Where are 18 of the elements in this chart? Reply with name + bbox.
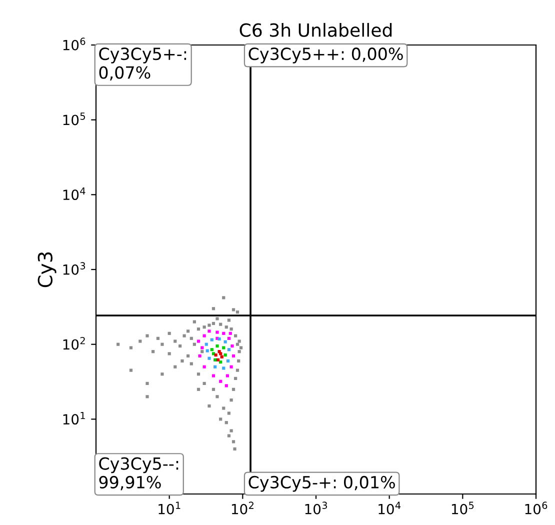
x-tick-label: 10$^{1}$ bbox=[158, 502, 180, 514]
annotation: Cy3Cy5+-: 0,07% bbox=[99, 48, 186, 81]
x-tick-label: 10$^{4}$ bbox=[378, 502, 401, 514]
annotation: Cy3Cy5-+: 0,01% bbox=[248, 476, 395, 492]
annotation: Cy3Cy5++: 0,00% bbox=[248, 48, 403, 64]
y-tick-label: 10$^{1}$ bbox=[63, 412, 85, 425]
chart-title: C6 3h Unlabelled bbox=[240, 22, 392, 37]
y-tick-label: 10$^{5}$ bbox=[63, 112, 85, 126]
y-tick-label: 10$^{4}$ bbox=[63, 187, 86, 200]
x-tick-label: 10$^{2}$ bbox=[232, 502, 254, 514]
y-tick-label: 10$^{3}$ bbox=[63, 262, 86, 275]
y-tick-label: 10$^{2}$ bbox=[63, 336, 85, 350]
x-tick-label: 10$^{6}$ bbox=[525, 502, 548, 514]
annotation: Cy3Cy5--: 99,91% bbox=[99, 457, 178, 490]
x-tick-label: 10$^{3}$ bbox=[305, 502, 327, 514]
y-axis-title: Cy3 bbox=[38, 252, 56, 288]
x-tick-label: 10$^{5}$ bbox=[452, 502, 474, 514]
y-tick-label: 10$^{6}$ bbox=[63, 38, 86, 50]
